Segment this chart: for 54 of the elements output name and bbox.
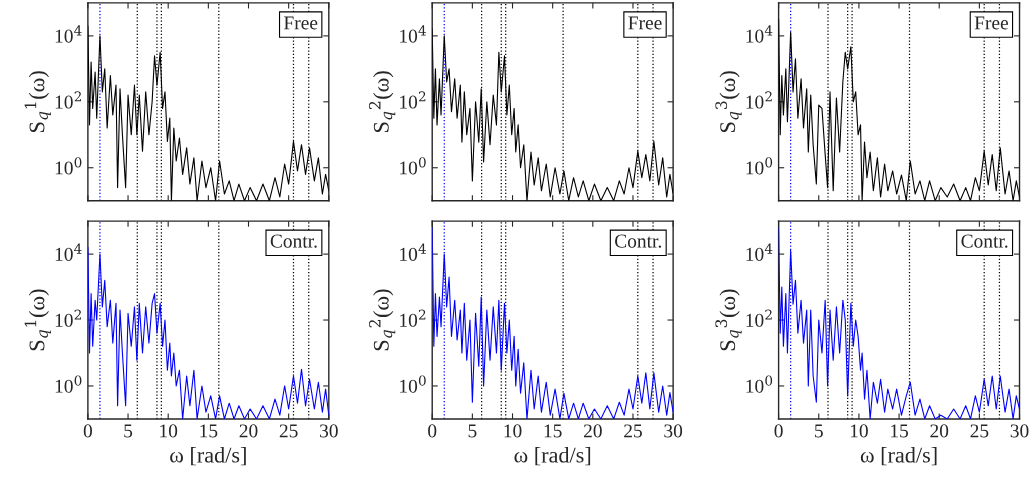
y-tick-label: 10$^{0}$ xyxy=(55,157,82,175)
x-tick-label: 10 xyxy=(850,424,868,438)
x-tick-label: 5 xyxy=(124,424,133,438)
x-tick-label: 0 xyxy=(83,424,93,438)
y-axis-title: S$_{q}$$^{3}$(ω) xyxy=(715,71,742,132)
annotation: Contr. xyxy=(270,234,317,248)
y-tick-label: 10$^{2}$ xyxy=(746,309,772,327)
x-tick-label: 0 xyxy=(428,424,437,438)
x-tick-label: 25 xyxy=(279,424,298,438)
y-tick-label: 10$^{2}$ xyxy=(55,91,81,109)
annotation: Contr. xyxy=(615,234,662,248)
annotation: Contr. xyxy=(961,234,1008,248)
y-tick-label: 10$^{4}$ xyxy=(400,25,426,43)
y-tick-label: 10$^{2}$ xyxy=(400,309,426,327)
x-tick-label: 15 xyxy=(200,424,218,438)
y-tick-label: 10$^{0}$ xyxy=(400,157,426,175)
y-axis-title: S$_{q}$$^{1}$(ω) xyxy=(24,289,51,351)
x-axis-title: ω [rad/s] xyxy=(514,446,591,466)
annotation: Free xyxy=(283,16,318,30)
x-tick-label: 20 xyxy=(930,424,949,438)
x-tick-label: 0 xyxy=(774,424,783,438)
y-tick-label: 10$^{2}$ xyxy=(746,91,772,109)
y-tick-label: 10$^{4}$ xyxy=(55,25,82,43)
y-axis-title: S$_{q}$$^{3}$(ω) xyxy=(715,289,742,351)
x-tick-label: 20 xyxy=(583,424,602,438)
x-tick-label: 15 xyxy=(891,424,909,438)
x-tick-label: 30 xyxy=(320,424,338,438)
x-tick-label: 10 xyxy=(504,424,522,438)
x-tick-label: 25 xyxy=(970,424,989,438)
y-tick-label: 10$^{0}$ xyxy=(400,375,426,393)
x-tick-label: 20 xyxy=(239,424,258,438)
y-tick-label: 10$^{2}$ xyxy=(400,91,426,109)
x-tick-label: 5 xyxy=(815,424,823,438)
y-axis-title: S$_{q}$$^{2}$(ω) xyxy=(368,289,396,351)
y-tick-label: 10$^{0}$ xyxy=(746,157,773,175)
x-tick-label: 15 xyxy=(544,424,562,438)
x-tick-label: 5 xyxy=(468,424,477,438)
y-tick-label: 10$^{2}$ xyxy=(55,309,81,327)
y-tick-label: 10$^{4}$ xyxy=(746,243,773,261)
x-tick-label: 25 xyxy=(624,424,642,438)
y-tick-label: 10$^{0}$ xyxy=(55,375,82,393)
x-tick-label: 30 xyxy=(664,424,683,438)
x-axis-title: ω [rad/s] xyxy=(170,446,246,466)
y-tick-label: 10$^{4}$ xyxy=(746,25,773,43)
y-tick-label: 10$^{4}$ xyxy=(400,243,426,261)
y-axis-title: S$_{q}$$^{1}$(ω) xyxy=(24,71,51,132)
x-tick-label: 30 xyxy=(1010,424,1029,438)
y-axis-title: S$_{q}$$^{2}$(ω) xyxy=(368,71,396,132)
annotation: Free xyxy=(974,16,1009,30)
annotation: Free xyxy=(628,16,662,30)
x-axis-title: ω [rad/s] xyxy=(860,446,937,466)
y-tick-label: 10$^{4}$ xyxy=(55,243,82,261)
x-tick-label: 10 xyxy=(160,424,178,438)
y-tick-label: 10$^{0}$ xyxy=(746,375,773,393)
